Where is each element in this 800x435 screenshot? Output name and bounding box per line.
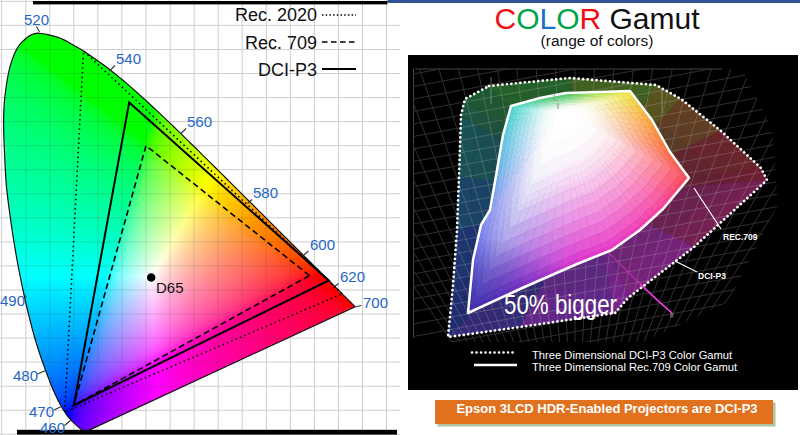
svg-text:(range of colors): (range of colors) <box>541 32 654 49</box>
svg-text:Epson 3LCD HDR-Enabled Project: Epson 3LCD HDR-Enabled Projectors are DC… <box>456 401 757 416</box>
svg-text:COLOR Gamut: COLOR Gamut <box>494 2 700 35</box>
svg-text:Three Dimensional Rec.709 Colo: Three Dimensional Rec.709 Color Gamut <box>532 361 738 373</box>
svg-text:Rec. 709: Rec. 709 <box>245 33 317 53</box>
svg-text:620: 620 <box>340 268 365 285</box>
svg-text:L: L <box>553 92 559 103</box>
svg-text:560: 560 <box>187 113 212 130</box>
svg-text:460: 460 <box>40 419 65 435</box>
svg-text:700: 700 <box>363 294 388 311</box>
svg-text:600: 600 <box>310 236 335 253</box>
svg-text:470: 470 <box>29 403 54 420</box>
svg-text:580: 580 <box>253 184 278 201</box>
svg-text:Rec. 2020: Rec. 2020 <box>235 5 317 25</box>
svg-text:DCI-P3: DCI-P3 <box>258 60 317 80</box>
svg-text:480: 480 <box>13 367 38 384</box>
svg-text:Three Dimensional DCI-P3 Color: Three Dimensional DCI-P3 Color Gamut <box>532 349 733 361</box>
svg-text:490: 490 <box>0 292 25 309</box>
svg-text:50% bigger: 50% bigger <box>504 289 617 320</box>
svg-text:REC.709: REC.709 <box>723 232 758 242</box>
svg-text:D65: D65 <box>156 279 184 296</box>
svg-text:DCI-P3: DCI-P3 <box>698 271 726 281</box>
svg-text:540: 540 <box>116 50 141 67</box>
svg-text:520: 520 <box>24 11 49 28</box>
